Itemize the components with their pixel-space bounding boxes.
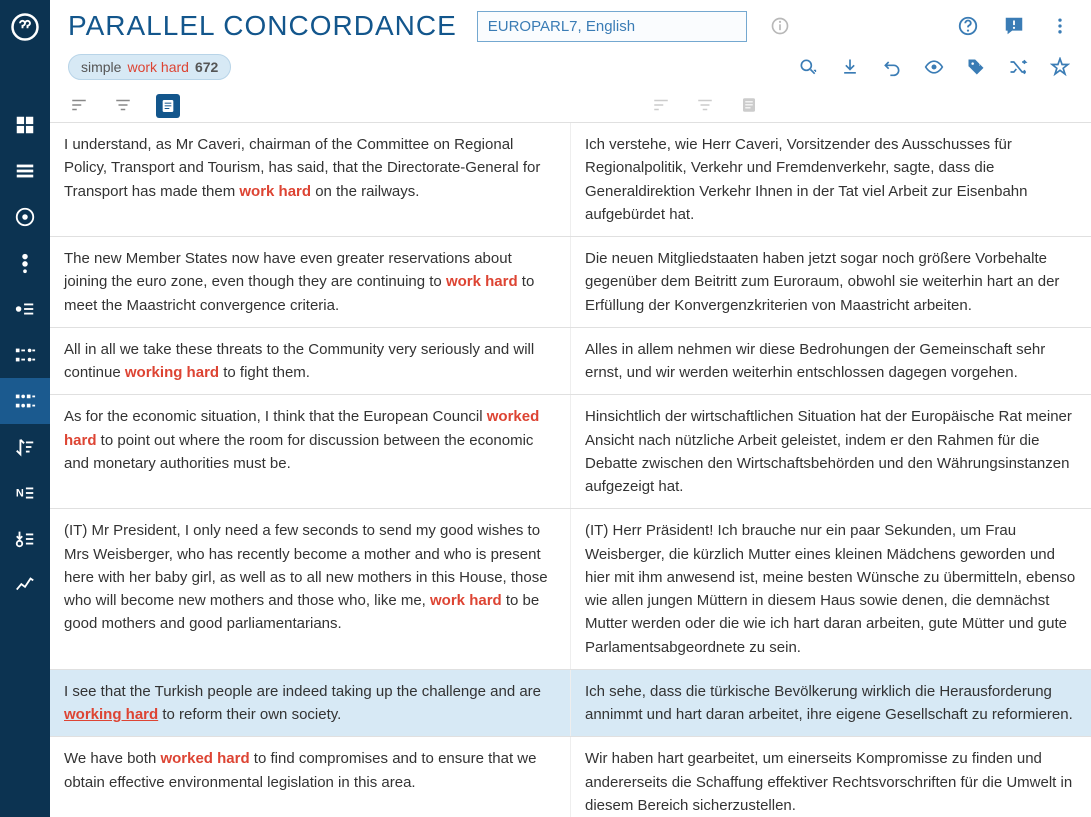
- sidebar-list-bullet[interactable]: [0, 286, 50, 332]
- svg-text:N: N: [16, 488, 24, 500]
- menu-icon[interactable]: [1047, 13, 1073, 39]
- result-row[interactable]: I see that the Turkish people are indeed…: [50, 670, 1091, 738]
- source-cell: (IT) Mr President, I only need a few sec…: [50, 509, 571, 669]
- keyword: working hard: [64, 706, 158, 723]
- tag-icon[interactable]: ?: [963, 54, 989, 80]
- undo-icon[interactable]: [879, 54, 905, 80]
- source-cell: As for the economic situation, I think t…: [50, 395, 571, 508]
- target-cell: Hinsichtlich der wirtschaftlichen Situat…: [571, 395, 1091, 508]
- target-cell: Wir haben hart gearbeitet, um einerseits…: [571, 737, 1091, 817]
- page-title: PARALLEL CONCORDANCE: [68, 10, 457, 42]
- result-row[interactable]: I understand, as Mr Caveri, chairman of …: [50, 123, 1091, 237]
- target-cell: Ich verstehe, wie Herr Caveri, Vorsitzen…: [571, 123, 1091, 236]
- sidebar-parallel[interactable]: [0, 378, 50, 424]
- query-chip[interactable]: simple work hard 672: [68, 54, 231, 80]
- view-doc-left-icon[interactable]: [156, 94, 180, 118]
- download-icon[interactable]: [837, 54, 863, 80]
- app-logo[interactable]: [10, 12, 40, 42]
- filter-right-icon[interactable]: [694, 94, 716, 116]
- main-content: PARALLEL CONCORDANCE simple work hard 67…: [50, 0, 1091, 817]
- chip-term: work hard: [127, 59, 188, 75]
- target-cell: Alles in allem nehmen wir diese Bedrohun…: [571, 328, 1091, 395]
- result-row[interactable]: All in all we take these threats to the …: [50, 328, 1091, 396]
- svg-text:?: ?: [978, 58, 982, 67]
- info-icon[interactable]: [767, 13, 793, 39]
- corpus-input[interactable]: [477, 11, 747, 42]
- sort-right-icon[interactable]: [650, 94, 672, 116]
- chip-mode: simple: [81, 59, 121, 75]
- sidebar-keywords[interactable]: [0, 516, 50, 562]
- sidebar-concordance[interactable]: [0, 332, 50, 378]
- result-row[interactable]: The new Member States now have even grea…: [50, 237, 1091, 328]
- target-cell: (IT) Herr Präsident! Ich brauche nur ein…: [571, 509, 1091, 669]
- keyword: work hard: [239, 183, 311, 200]
- sidebar-trends[interactable]: [0, 562, 50, 608]
- source-cell: I understand, as Mr Caveri, chairman of …: [50, 123, 571, 236]
- sidebar-sort[interactable]: [0, 424, 50, 470]
- keyword: work hard: [430, 592, 502, 609]
- result-row[interactable]: We have both worked hard to find comprom…: [50, 737, 1091, 817]
- results-table: I understand, as Mr Caveri, chairman of …: [50, 122, 1091, 817]
- source-cell: I see that the Turkish people are indeed…: [50, 670, 571, 737]
- sidebar-ngrams[interactable]: N: [0, 470, 50, 516]
- star-icon[interactable]: [1047, 54, 1073, 80]
- chip-count: 672: [195, 59, 218, 75]
- target-cell: Ich sehe, dass die türkische Bevölkerung…: [571, 670, 1091, 737]
- eye-icon[interactable]: [921, 54, 947, 80]
- keyword: worked hard: [160, 750, 249, 767]
- source-cell: The new Member States now have even grea…: [50, 237, 571, 327]
- view-doc-right-icon[interactable]: [738, 94, 760, 116]
- keyword: work hard: [446, 273, 518, 290]
- header: PARALLEL CONCORDANCE simple work hard 67…: [50, 0, 1091, 86]
- keyword: working hard: [125, 364, 219, 381]
- target-cell: Die neuen Mitgliedstaaten haben jetzt so…: [571, 237, 1091, 327]
- zoom-icon[interactable]: [795, 54, 821, 80]
- help-icon[interactable]: [955, 13, 981, 39]
- feedback-icon[interactable]: [1001, 13, 1027, 39]
- sidebar-dashboard[interactable]: [0, 102, 50, 148]
- result-row[interactable]: (IT) Mr President, I only need a few sec…: [50, 509, 1091, 670]
- source-cell: All in all we take these threats to the …: [50, 328, 571, 395]
- source-cell: We have both worked hard to find comprom…: [50, 737, 571, 817]
- filter-left-icon[interactable]: [112, 94, 134, 116]
- shuffle-icon[interactable]: [1005, 54, 1031, 80]
- result-row[interactable]: As for the economic situation, I think t…: [50, 395, 1091, 509]
- sidebar-target[interactable]: [0, 194, 50, 240]
- sidebar-wordlist[interactable]: [0, 148, 50, 194]
- view-controls: [50, 86, 1091, 122]
- sidebar-thesaurus[interactable]: [0, 240, 50, 286]
- sidebar: N: [0, 0, 50, 817]
- sort-left-icon[interactable]: [68, 94, 90, 116]
